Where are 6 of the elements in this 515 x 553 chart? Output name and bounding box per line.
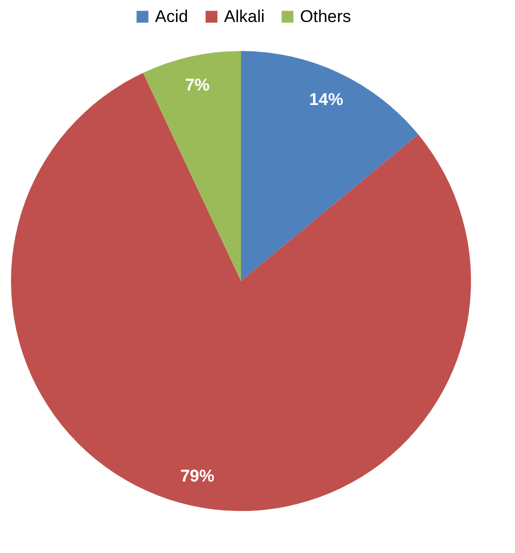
legend-label: Others bbox=[300, 6, 352, 26]
data-label: 79% bbox=[180, 466, 214, 486]
data-label: 7% bbox=[185, 76, 210, 95]
legend-label: Alkali bbox=[224, 6, 265, 26]
legend-label: Acid bbox=[155, 6, 188, 26]
data-label: 14% bbox=[309, 90, 344, 109]
